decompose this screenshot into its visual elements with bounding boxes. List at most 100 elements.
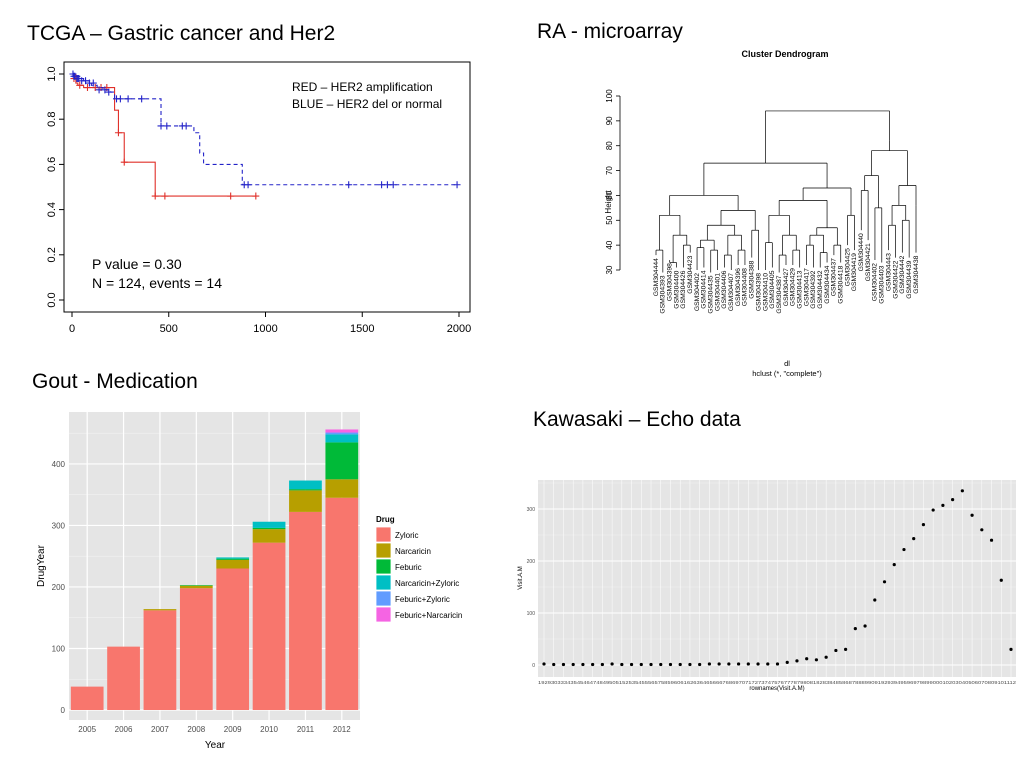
dendrogram-y-label: Height bbox=[604, 190, 613, 214]
km-annotation-line: N = 124, events = 14 bbox=[92, 275, 222, 291]
km-censor-mark bbox=[163, 122, 171, 130]
dendrogram-leaf-label: GSM304392 bbox=[810, 270, 817, 308]
gout-bar-segment bbox=[325, 442, 359, 480]
echo-point bbox=[707, 662, 711, 666]
gout-bar-segment bbox=[216, 558, 250, 560]
gout-y-tick-label: 300 bbox=[52, 521, 66, 530]
km-censor-mark bbox=[82, 77, 90, 85]
gout-bar-segment bbox=[289, 490, 322, 512]
km-x-tick-label: 2000 bbox=[447, 323, 471, 335]
dendrogram-x-label: dl bbox=[784, 359, 790, 368]
dendrogram-leaf-label: GSM304410 bbox=[762, 273, 769, 311]
dendrogram-panel-title: RA - microarray bbox=[537, 20, 683, 43]
gout-bar-segment bbox=[179, 585, 213, 586]
km-y-tick-label: 0.6 bbox=[46, 157, 58, 172]
km-censor-mark bbox=[120, 158, 128, 166]
km-y-tick-label: 0.4 bbox=[46, 202, 58, 217]
echo-point bbox=[912, 537, 916, 541]
dendrogram-leaf-label: GSM304387 bbox=[776, 275, 783, 313]
km-censor-mark bbox=[101, 86, 109, 94]
gout-legend-key bbox=[375, 606, 392, 623]
dendrogram-leaf-label: GSM304437 bbox=[831, 258, 838, 296]
echo-point bbox=[561, 662, 566, 667]
gout-legend-label: Narcaricin bbox=[395, 547, 431, 556]
echo-point bbox=[902, 547, 906, 552]
gout-bar-segment bbox=[143, 610, 177, 710]
echo-point bbox=[698, 662, 702, 667]
echo-point bbox=[1009, 647, 1013, 652]
echo-point bbox=[649, 662, 653, 667]
dendrogram-leaf-label: GSM304417 bbox=[803, 268, 810, 306]
km-y-tick-label: 0.0 bbox=[46, 292, 58, 307]
dendrogram-leaf-label: GSM304405 bbox=[769, 270, 776, 308]
gout-bar-segment bbox=[252, 521, 286, 528]
dendrogram-leaf-label: GSM304418 bbox=[838, 265, 845, 303]
dendrogram-leaf-label: GSM304407 bbox=[728, 273, 735, 311]
echo-plot-background bbox=[538, 480, 1016, 677]
gout-bar-segment bbox=[325, 434, 359, 443]
gout-bar-segment bbox=[289, 480, 322, 490]
dendrogram-leaf-label: GSM304398 bbox=[666, 263, 673, 301]
km-censor-mark bbox=[453, 181, 461, 189]
echo-point bbox=[921, 523, 926, 527]
dendrogram-leaf-label: GSM304444 bbox=[653, 258, 660, 296]
gout-y-tick-label: 400 bbox=[52, 460, 66, 469]
gout-x-tick-label: 2012 bbox=[333, 725, 351, 734]
gout-bar-segment bbox=[143, 609, 177, 611]
dendrogram-leaf-label: GSM304406 bbox=[721, 270, 728, 308]
km-x-tick-label: 500 bbox=[160, 323, 178, 335]
echo-point bbox=[668, 662, 673, 667]
echo-point bbox=[678, 662, 682, 667]
dendrogram-leaf-label: GSM304419 bbox=[851, 253, 858, 291]
cluster-dendrogram-chart: Cluster Dendrogram 30 40 50 60 70 80 90 100 Heigh… bbox=[604, 49, 920, 378]
echo-point bbox=[805, 657, 809, 661]
echo-point bbox=[639, 662, 643, 667]
km-x-tick-label: 1500 bbox=[350, 323, 374, 335]
echo-x-tick-labels: 1929303334354546474849505152535455565758… bbox=[538, 680, 1017, 685]
km-y-tick-label: 1.0 bbox=[46, 66, 58, 81]
gout-x-tick-label: 2008 bbox=[187, 725, 205, 734]
dendrogram-leaf-label: GSM304396 bbox=[735, 268, 742, 306]
km-censor-mark bbox=[161, 192, 169, 200]
echo-point bbox=[775, 662, 780, 666]
echo-point bbox=[746, 662, 750, 666]
echo-point bbox=[591, 662, 595, 667]
echo-point bbox=[844, 647, 848, 652]
gout-bar-segment bbox=[216, 568, 250, 710]
dendrogram-leaf-label: GSM304429 bbox=[790, 268, 797, 306]
echo-point bbox=[756, 662, 760, 666]
gout-bar-segment bbox=[325, 497, 359, 710]
gout-legend-key bbox=[375, 526, 392, 543]
gout-bar-segment bbox=[107, 646, 140, 710]
echo-y-label: Visit.A.M bbox=[518, 566, 524, 590]
echo-point bbox=[951, 498, 955, 502]
km-censor-mark bbox=[252, 192, 260, 200]
dendrogram-leaf-label: GSM304425 bbox=[844, 248, 851, 286]
km-y-tick-label: 0.8 bbox=[46, 112, 58, 127]
km-censor-mark bbox=[151, 192, 159, 200]
dendrogram-leaf-label: GSM304442 bbox=[899, 255, 906, 293]
gout-stacked-bar-chart: 0 100 200 300 400 2005 2006 2007 2008 2009 2010 201… bbox=[36, 412, 462, 751]
km-censor-mark bbox=[345, 181, 353, 189]
km-censor-mark bbox=[76, 81, 84, 89]
echo-point bbox=[659, 662, 663, 667]
echo-point bbox=[989, 538, 994, 542]
dendrogram-leaf-label: GSM304401 bbox=[714, 273, 721, 311]
echo-point bbox=[571, 662, 575, 667]
echo-point bbox=[853, 627, 857, 631]
km-censor-mark bbox=[389, 181, 397, 189]
echo-point bbox=[629, 662, 634, 667]
echo-point bbox=[766, 662, 770, 666]
dendrogram-leaf-label: GSM304413 bbox=[796, 270, 803, 308]
echo-point bbox=[785, 660, 789, 665]
gout-y-tick-label: 0 bbox=[61, 706, 66, 715]
km-curve-0 bbox=[72, 73, 256, 197]
gout-x-tick-label: 2010 bbox=[260, 725, 278, 734]
echo-point bbox=[610, 662, 614, 666]
dendrogram-leaf-label: GSM304434 bbox=[824, 265, 831, 303]
gout-legend-key bbox=[375, 558, 392, 575]
echo-x-label: rownames(Visit.A.M) bbox=[749, 686, 804, 692]
gout-x-tick-label: 2011 bbox=[297, 725, 315, 734]
gout-legend-key bbox=[375, 574, 392, 591]
